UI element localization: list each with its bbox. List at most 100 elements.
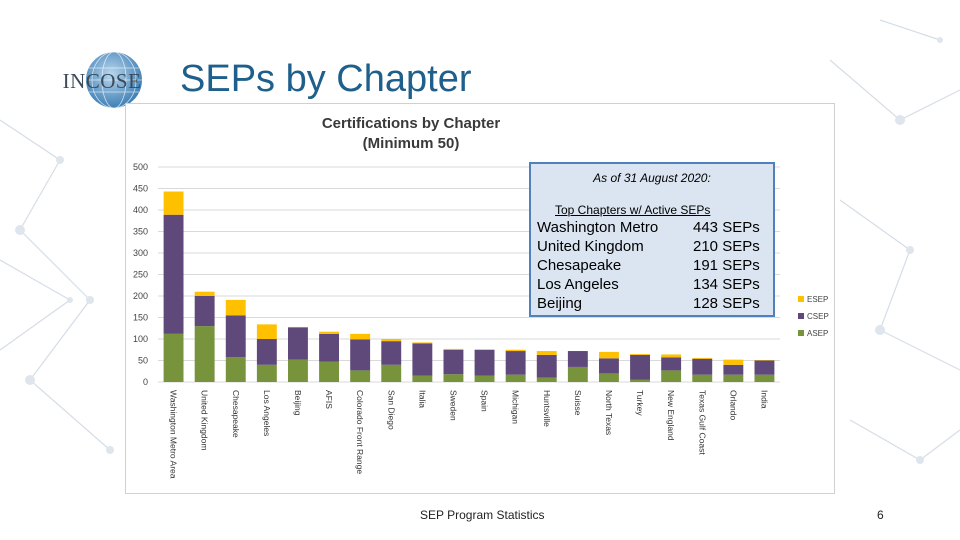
svg-text:INCOSE: INCOSE bbox=[63, 69, 142, 93]
y-tick-label: 150 bbox=[133, 313, 148, 323]
bar-segment-asep bbox=[692, 374, 713, 382]
footer-text: SEP Program Statistics bbox=[420, 508, 545, 522]
bar-segment-asep bbox=[256, 364, 277, 382]
x-tick-label: Orlando bbox=[728, 390, 738, 421]
x-tick-label: North Texas bbox=[604, 390, 614, 435]
x-tick-label: Spain bbox=[480, 390, 490, 412]
bar-segment-asep bbox=[163, 333, 184, 382]
bar-segment-csep bbox=[287, 327, 308, 360]
legend-swatch-esep bbox=[798, 296, 804, 302]
y-tick-label: 200 bbox=[133, 291, 148, 301]
x-tick-label: San Diego bbox=[386, 390, 396, 430]
bar-segment-asep bbox=[225, 357, 246, 382]
callout-row: Beijing 128 SEPs bbox=[537, 294, 769, 313]
callout-count: 134 SEPs bbox=[693, 276, 760, 293]
bar-segment-esep bbox=[381, 339, 402, 342]
x-tick-label: India bbox=[759, 390, 769, 409]
bar-segment-asep bbox=[536, 377, 557, 382]
callout-chapter: Washington Metro bbox=[537, 219, 659, 236]
bar-segment-asep bbox=[630, 379, 651, 382]
bar-segment-csep bbox=[194, 296, 215, 327]
bar-segment-esep bbox=[319, 331, 340, 334]
bar-segment-esep bbox=[536, 351, 557, 355]
bar-segment-csep bbox=[381, 341, 402, 365]
bar-segment-asep bbox=[567, 366, 588, 382]
bar-segment-esep bbox=[661, 354, 682, 358]
bar-segment-asep bbox=[350, 370, 371, 382]
y-tick-label: 400 bbox=[133, 205, 148, 215]
x-tick-label: Beijing bbox=[293, 390, 303, 416]
legend-label: ESEP bbox=[807, 295, 828, 304]
page-number: 6 bbox=[877, 508, 884, 522]
x-tick-label: New England bbox=[666, 390, 676, 441]
bar-segment-asep bbox=[754, 374, 775, 382]
bar-segment-csep bbox=[256, 339, 277, 365]
x-tick-label: United Kingdom bbox=[200, 390, 210, 450]
incose-logo: INCOSE bbox=[63, 51, 142, 109]
bar-segment-asep bbox=[381, 364, 402, 382]
bar-segment-esep bbox=[412, 342, 433, 344]
bar-segment-esep bbox=[350, 333, 371, 340]
bar-segment-csep bbox=[754, 360, 775, 375]
bar-segment-esep bbox=[598, 351, 619, 359]
x-tick-label: Michigan bbox=[511, 390, 521, 424]
bar-segment-csep bbox=[692, 358, 713, 375]
bar-segment-asep bbox=[443, 374, 464, 382]
callout-count: 443 SEPs bbox=[693, 219, 760, 236]
bar-segment-asep bbox=[723, 374, 744, 382]
chart-title-block: Certifications by Chapter (Minimum 50) bbox=[126, 114, 696, 154]
bar-segment-csep bbox=[630, 354, 651, 380]
bar-segment-asep bbox=[319, 361, 340, 382]
bar-segment-asep bbox=[412, 375, 433, 382]
callout-chapter: United Kingdom bbox=[537, 238, 644, 255]
bar-segment-asep bbox=[287, 359, 308, 382]
bar-segment-esep bbox=[194, 291, 215, 296]
bar-segment-esep bbox=[256, 324, 277, 339]
bar-segment-asep bbox=[474, 375, 495, 382]
callout-row: Washington Metro 443 SEPs bbox=[537, 218, 769, 237]
bar-segment-csep bbox=[443, 349, 464, 375]
callout-chapter: Chesapeake bbox=[537, 257, 622, 274]
x-tick-label: Italia bbox=[417, 390, 427, 408]
bar-segment-csep bbox=[567, 351, 588, 367]
x-tick-label: Turkey bbox=[635, 390, 645, 416]
x-tick-label: Colorado Front Range bbox=[355, 390, 365, 474]
legend-label: CSEP bbox=[807, 312, 829, 321]
chart-subtitle: (Minimum 50) bbox=[362, 135, 460, 152]
x-tick-label: Sweden bbox=[448, 390, 458, 421]
bar-segment-esep bbox=[225, 299, 246, 316]
bar-segment-asep bbox=[598, 373, 619, 382]
bar-segment-esep bbox=[723, 359, 744, 365]
callout-count: 210 SEPs bbox=[693, 238, 760, 255]
y-tick-label: 350 bbox=[133, 227, 148, 237]
bar-segment-csep bbox=[474, 349, 495, 376]
callout-row: Chesapeake 191 SEPs bbox=[537, 256, 769, 275]
bar-segment-esep bbox=[163, 191, 184, 215]
legend-swatch-csep bbox=[798, 313, 804, 319]
y-tick-label: 50 bbox=[138, 356, 148, 366]
callout-row: Los Angeles 134 SEPs bbox=[537, 275, 769, 294]
callout-subheading: Top Chapters w/ Active SEPs bbox=[555, 203, 711, 217]
bar-segment-csep bbox=[536, 354, 557, 378]
legend-label: ASEP bbox=[807, 329, 828, 338]
y-tick-label: 500 bbox=[133, 162, 148, 172]
bar-segment-csep bbox=[350, 339, 371, 371]
x-tick-label: Suisse bbox=[573, 390, 583, 416]
bar-segment-asep bbox=[505, 374, 526, 382]
callout-chapter: Beijing bbox=[537, 295, 583, 312]
x-tick-label: AFIS bbox=[324, 390, 334, 409]
x-tick-label: Huntsville bbox=[542, 390, 552, 427]
bar-segment-csep bbox=[598, 358, 619, 374]
x-tick-label: Texas Gulf Coast bbox=[697, 390, 707, 455]
stacked-bar-chart: 0 50 100 150 200 250 300 350 400 450 500 Washington… bbox=[133, 162, 829, 479]
x-tick-label: Washington Metro Area bbox=[169, 390, 179, 479]
callout-count: 191 SEPs bbox=[693, 257, 760, 274]
callout-chapter: Los Angeles bbox=[537, 276, 619, 293]
y-tick-label: 100 bbox=[133, 334, 148, 344]
bar-segment-asep bbox=[194, 326, 215, 382]
bar-segment-csep bbox=[412, 343, 433, 376]
bar-segment-csep bbox=[225, 315, 246, 358]
y-tick-label: 250 bbox=[133, 270, 148, 280]
bar-segment-esep bbox=[630, 354, 651, 355]
chart-title: Certifications by Chapter bbox=[321, 115, 501, 132]
